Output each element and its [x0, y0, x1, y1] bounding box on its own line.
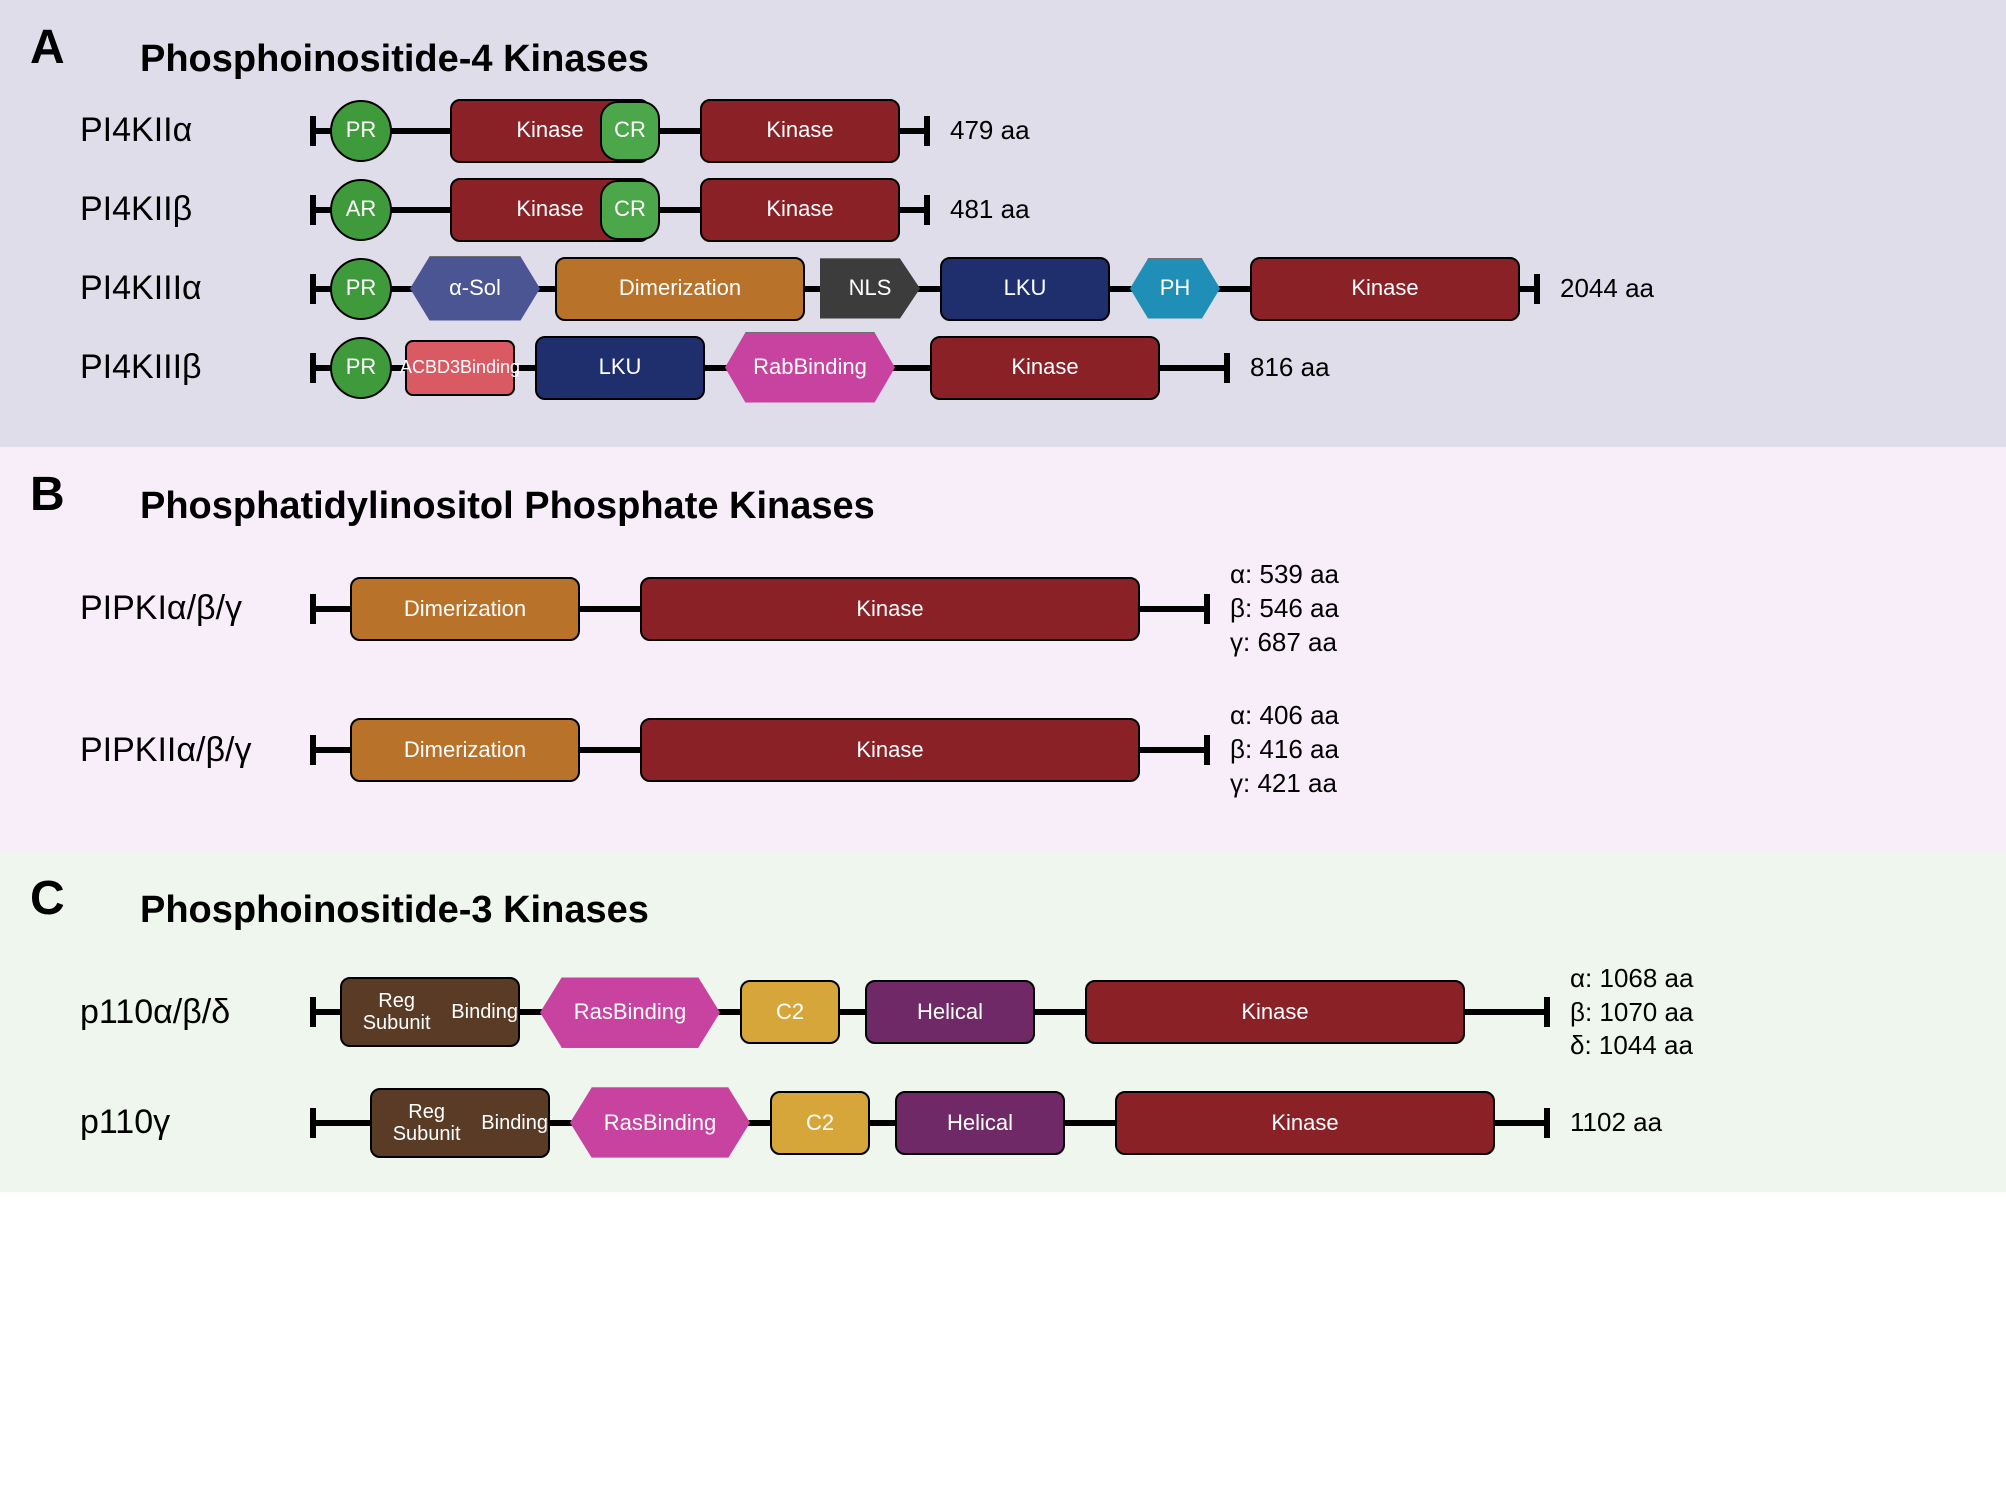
row-label: PI4KIIIα [80, 269, 310, 308]
panel-a: A Phosphoinositide-4 Kinases PI4KIIα PRK… [0, 0, 2006, 447]
panel-title-b: Phosphatidylinositol Phosphate Kinases [140, 477, 1966, 528]
acbd3: ACBD3Binding [405, 340, 515, 396]
cr-squircle: CR [600, 101, 660, 161]
pr-circle: PR [330, 337, 392, 399]
lku-rect: LKU [940, 257, 1110, 321]
row-pi4k3a: PI4KIIIα PRα-SolDimerizationNLSLKUPHKina… [80, 269, 1966, 308]
ph-hex: PH [1130, 259, 1220, 319]
row-p110g: p110γ Reg SubunitBindingRasBindingC2Heli… [80, 1103, 1966, 1142]
kinase-rect: Kinase [930, 336, 1160, 400]
kinase-rect: Kinase [1250, 257, 1520, 321]
track: ARKinaseCRKinase [310, 207, 930, 213]
helical: Helical [865, 980, 1035, 1044]
aa-label: 2044 aa [1560, 273, 1654, 304]
track: PRACBD3BindingLKURabBindingKinase [310, 365, 1230, 371]
asol-diamond: α-Sol [410, 257, 540, 321]
row-label: p110γ [80, 1103, 310, 1142]
kinase-rect: Kinase [1115, 1091, 1495, 1155]
panel-title-a: Phosphoinositide-4 Kinases [140, 30, 1966, 81]
row-label: p110α/β/δ [80, 993, 310, 1032]
aa-label: 479 aa [950, 115, 1030, 146]
row-label: PI4KIIβ [80, 190, 310, 229]
cr-squircle: CR [600, 180, 660, 240]
aa-label: 816 aa [1250, 352, 1330, 383]
pr-circle: PR [330, 100, 392, 162]
dimerization: Dimerization [350, 577, 580, 641]
nls-pentagon: NLS [820, 259, 920, 319]
panel-c: C Phosphoinositide-3 Kinases p110α/β/δ R… [0, 851, 2006, 1192]
row-label: PI4KIIIβ [80, 348, 310, 387]
panel-title-c: Phosphoinositide-3 Kinases [140, 881, 1966, 932]
row-pipk1: PIPKIα/β/γ DimerizationKinase α: 539 aaβ… [80, 558, 1966, 659]
row-pi4k2b: PI4KIIβ ARKinaseCRKinase 481 aa [80, 190, 1966, 229]
row-pipk2: PIPKIIα/β/γ DimerizationKinase α: 406 aa… [80, 699, 1966, 800]
kinase-2: Kinase [700, 99, 900, 163]
panel-b: B Phosphatidylinositol Phosphate Kinases… [0, 447, 2006, 851]
panel-letter-a: A [30, 20, 65, 75]
kinase-rect: Kinase [640, 577, 1140, 641]
track: Reg SubunitBindingRasBindingC2HelicalKin… [310, 1009, 1550, 1015]
ras-hex: RasBinding [570, 1088, 750, 1158]
aa-label: 481 aa [950, 194, 1030, 225]
aa-label-multi: α: 406 aaβ: 416 aaγ: 421 aa [1230, 699, 1339, 800]
dimerization: Dimerization [350, 718, 580, 782]
ras-hex: RasBinding [540, 977, 720, 1047]
reg-subunit: Reg SubunitBinding [370, 1088, 550, 1158]
kinase-2: Kinase [700, 178, 900, 242]
track: PRKinaseCRKinase [310, 128, 930, 134]
c2-rect: C2 [770, 1091, 870, 1155]
panel-letter-b: B [30, 467, 65, 522]
track: Reg SubunitBindingRasBindingC2HelicalKin… [310, 1120, 1550, 1126]
kinase-rect: Kinase [1085, 980, 1465, 1044]
aa-label-multi: α: 1068 aaβ: 1070 aaδ: 1044 aa [1570, 962, 1693, 1063]
c2-rect: C2 [740, 980, 840, 1044]
aa-label: 1102 aa [1570, 1107, 1662, 1138]
row-pi4k3b: PI4KIIIβ PRACBD3BindingLKURabBindingKina… [80, 348, 1966, 387]
dimerization: Dimerization [555, 257, 805, 321]
row-label: PIPKIα/β/γ [80, 589, 310, 628]
reg-subunit: Reg SubunitBinding [340, 977, 520, 1047]
row-pi4k2a: PI4KIIα PRKinaseCRKinase 479 aa [80, 111, 1966, 150]
helical: Helical [895, 1091, 1065, 1155]
track: DimerizationKinase [310, 606, 1210, 612]
track: PRα-SolDimerizationNLSLKUPHKinase [310, 286, 1540, 292]
pr-circle: PR [330, 258, 392, 320]
kinase-rect: Kinase [640, 718, 1140, 782]
panel-letter-c: C [30, 871, 65, 926]
track: DimerizationKinase [310, 747, 1210, 753]
rab-hex: RabBinding [725, 333, 895, 403]
row-label: PI4KIIα [80, 111, 310, 150]
lku-rect: LKU [535, 336, 705, 400]
ar-circle: AR [330, 179, 392, 241]
aa-label-multi: α: 539 aaβ: 546 aaγ: 687 aa [1230, 558, 1339, 659]
row-label: PIPKIIα/β/γ [80, 731, 310, 770]
row-p110abd: p110α/β/δ Reg SubunitBindingRasBindingC2… [80, 962, 1966, 1063]
